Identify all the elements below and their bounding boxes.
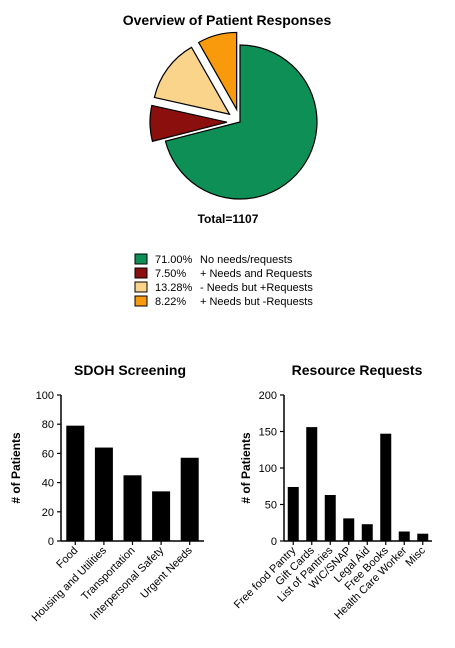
legend-label-1: + Needs and Requests [200, 268, 313, 280]
pie-slice-1 [149, 104, 228, 143]
sdoh-bar-3 [152, 491, 171, 541]
sdoh-bar-0 [66, 425, 85, 541]
legend-percent-1: 7.50% [155, 268, 186, 280]
legend-percent-3: 8.22% [155, 296, 186, 308]
res-y-tick-label-3: 150 [259, 427, 277, 439]
pie-chart [149, 31, 318, 200]
sdoh-bar-2 [123, 475, 142, 541]
pie-total-label: Total=1107 [198, 212, 259, 226]
pie-chart-title: Overview of Patient Responses [123, 12, 332, 28]
res-bar-7 [417, 533, 429, 541]
res-bar-0 [287, 486, 299, 541]
legend-swatch-0 [134, 253, 148, 265]
res-bar-6 [398, 531, 410, 541]
res-bar-3 [343, 518, 355, 541]
legend-label-3: + Needs but -Requests [200, 296, 313, 308]
sdoh-bar-4 [180, 457, 199, 541]
resource-chart-title: Resource Requests [292, 362, 423, 378]
legend-label-0: No needs/requests [200, 254, 293, 266]
res-y-tick-label-4: 200 [259, 390, 277, 402]
res-bar-2 [324, 495, 336, 541]
res-bar-1 [306, 427, 318, 541]
pie-slice-2 [153, 46, 231, 116]
res-y-tick-label-0: 0 [271, 536, 277, 548]
res-y-tick-label-2: 100 [259, 463, 277, 475]
res-bar-5 [380, 433, 392, 541]
legend-swatch-3 [134, 295, 148, 307]
legend-percent-2: 13.28% [155, 282, 193, 294]
sdoh-y-tick-label-5: 100 [36, 390, 54, 402]
sdoh-y-axis-label: # of Patients [9, 432, 23, 504]
sdoh-y-tick-label-4: 80 [42, 419, 54, 431]
res-bar-4 [361, 524, 373, 541]
sdoh-y-tick-label-1: 20 [42, 507, 54, 519]
legend-swatch-1 [134, 267, 148, 279]
pie-legend: 71.00% No needs/requests 7.50% + Needs and … [134, 253, 313, 308]
legend-percent-0: 71.00% [155, 254, 193, 266]
legend-label-2: - Needs but +Requests [200, 282, 313, 294]
sdoh-x-tick-label-4: Urgent Needs [138, 544, 195, 601]
res-y-tick-label-1: 50 [265, 500, 277, 512]
sdoh-y-tick-label-0: 0 [48, 536, 54, 548]
legend-swatch-2 [134, 281, 148, 293]
pie-slice-0 [164, 44, 318, 200]
sdoh-y-tick-label-3: 60 [42, 448, 54, 460]
sdoh-bar-1 [94, 447, 113, 541]
res-x-tick-label-7: Misc [403, 544, 428, 569]
pie-slice-3 [197, 31, 238, 112]
sdoh-x-tick-label-0: Food [54, 545, 80, 571]
resource-y-axis-label: # of Patients [239, 432, 253, 504]
sdoh-chart-title: SDOH Screening [74, 362, 186, 378]
sdoh-y-tick-label-2: 40 [42, 478, 54, 490]
